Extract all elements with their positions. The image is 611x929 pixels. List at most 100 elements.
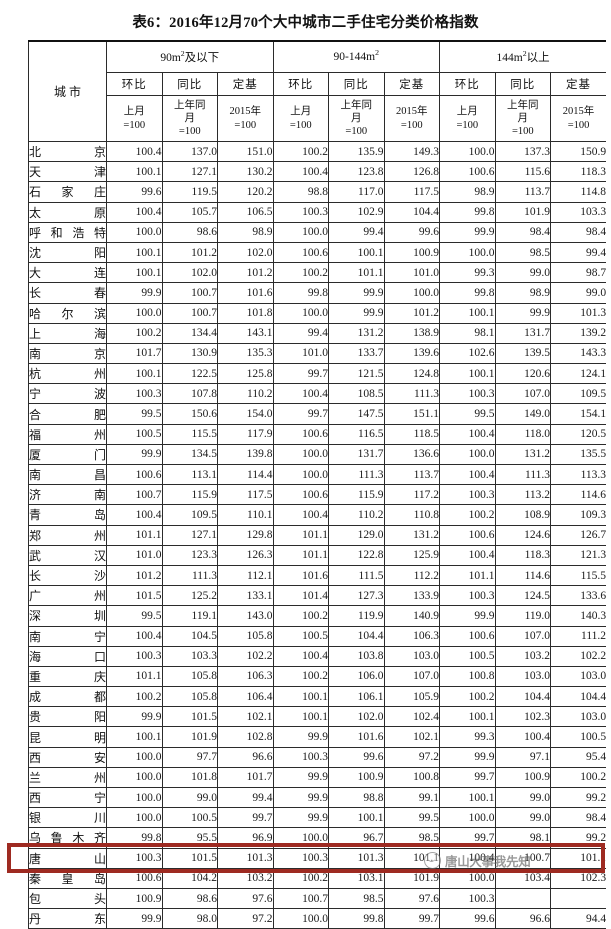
table-row: 唐山 100.3 101.5 101.3 100.3 101.3 101.1 100.4 100… [28,847,607,869]
value-cell: 100.0 [439,867,496,889]
value-cell: 100.6 [439,524,496,546]
header-group-large-pre: 144m [496,52,523,64]
value-cell: 123.8 [328,161,385,183]
value-cell: 121.3 [550,544,607,566]
value-cell: 102.0 [217,241,274,264]
value-cell [550,887,607,910]
value-cell: 97.6 [383,887,441,910]
value-cell: 102.2 [217,645,274,667]
city-name-cell: 包头 [28,887,107,910]
value-cell: 154.0 [217,403,274,425]
value-cell: 104.4 [328,625,385,647]
value-cell: 134.4 [161,322,218,344]
header-base-mom-3-l1: 上月 [456,106,478,118]
table-row: 银川 100.0 100.5 99.7 99.9 100.1 99.5 100.0 99.0 98… [28,807,607,829]
value-cell: 111.3 [161,564,218,587]
city-name-cell: 海口 [28,645,107,667]
value-cell: 124.1 [550,363,607,385]
city-name-text: 郑州 [29,528,106,543]
value-cell: 139.2 [550,322,607,344]
table-row: 郑州 101.1 127.1 129.8 101.1 129.0 131.2 100.6 124… [28,524,607,546]
value-cell: 134.5 [161,443,218,466]
value-cell: 100.0 [439,140,496,163]
value-cell: 99.6 [106,181,163,203]
value-cell: 116.5 [328,423,385,445]
value-cell: 100.7 [494,847,552,869]
value-cell: 98.4 [550,221,607,243]
value-cell: 100.3 [272,201,329,223]
value-cell: 154.1 [550,403,607,425]
value-cell: 149.3 [383,140,441,163]
header-sub-fixed-1: 定基 [217,72,274,96]
value-cell: 135.3 [217,342,274,365]
value-cell: 101.9 [161,726,218,748]
value-cell: 104.5 [161,625,218,647]
value-cell: 100.1 [328,807,385,829]
header-group-medium-pre: 90-144m [333,51,376,63]
price-index-table: 城市 90m2及以下 90-144m2 144m2以上 环比 同比 定基 环比 … [28,40,607,929]
value-cell: 101.9 [494,201,552,223]
value-cell: 100.4 [272,645,329,667]
value-cell: 139.5 [494,342,552,365]
table-row: 太原 100.4 105.7 106.5 100.3 102.9 104.4 99.8 101.… [28,201,607,223]
value-cell: 101.5 [106,585,163,607]
value-cell: 100.5 [161,807,218,829]
value-cell: 100.0 [106,786,163,809]
city-name-cell: 成都 [28,686,107,708]
value-cell: 100.1 [272,686,329,708]
value-cell: 101.5 [161,706,218,728]
value-cell: 101.8 [217,302,274,324]
city-name-text: 广州 [29,589,106,604]
city-name-cell: 沈阳 [28,241,107,264]
value-cell: 98.9 [494,282,552,304]
value-cell: 113.1 [161,463,218,486]
value-cell: 137.0 [161,140,218,163]
value-cell: 100.1 [328,241,385,264]
city-name-text: 深圳 [29,609,106,624]
value-cell: 98.5 [494,241,552,264]
value-cell: 138.9 [383,322,441,344]
city-name-text: 唐山 [29,851,106,866]
value-cell: 102.8 [217,726,274,748]
table-row: 宁波 100.3 107.8 110.2 100.4 108.5 111.3 100.3 107… [28,383,607,405]
value-cell: 99.8 [439,282,496,304]
value-cell: 124.8 [383,363,441,385]
table-row: 青岛 100.4 109.5 110.1 100.4 110.2 110.8 100.2 108… [28,504,607,526]
value-cell: 106.3 [217,665,274,688]
table-row: 深圳 99.5 119.1 143.0 100.2 119.9 140.9 99.9 119.0… [28,605,607,627]
value-cell: 151.0 [217,140,274,163]
value-cell: 104.4 [550,686,607,708]
value-cell: 100.4 [494,726,552,748]
value-cell: 100.6 [272,423,329,445]
value-cell: 115.5 [550,564,607,587]
table-header: 城市 90m2及以下 90-144m2 144m2以上 环比 同比 定基 环比 … [28,40,607,142]
table-row: 贵阳 99.9 101.5 102.1 100.1 102.0 102.4 100.1 102.… [28,706,607,728]
value-cell: 99.4 [217,786,274,809]
value-cell: 100.1 [439,706,496,728]
header-base-mom-3-l2: =100 [456,119,479,131]
value-cell: 100.2 [550,766,607,789]
value-cell: 105.8 [217,625,274,647]
value-cell: 99.8 [439,201,496,223]
value-cell: 99.9 [106,706,163,728]
value-cell: 100.2 [272,140,329,163]
value-cell: 105.9 [383,686,441,708]
city-name-cell: 济南 [28,484,107,506]
value-cell: 100.7 [161,282,218,304]
value-cell: 114.8 [550,181,607,203]
city-name-text: 乌鲁木齐 [29,831,106,846]
value-cell: 111.3 [383,383,441,405]
value-cell: 99.5 [106,605,163,627]
value-cell: 131.7 [494,322,552,344]
value-cell: 95.5 [161,827,218,849]
value-cell: 119.0 [494,605,552,627]
value-cell: 99.3 [439,262,496,284]
value-cell: 115.9 [161,484,218,506]
city-name-text: 太原 [29,205,106,220]
value-cell: 98.9 [217,221,274,243]
value-cell: 99.9 [106,443,163,466]
value-cell: 98.4 [550,807,607,829]
value-cell: 99.3 [439,726,496,748]
value-cell: 125.8 [217,363,274,385]
value-cell: 108.5 [328,383,385,405]
